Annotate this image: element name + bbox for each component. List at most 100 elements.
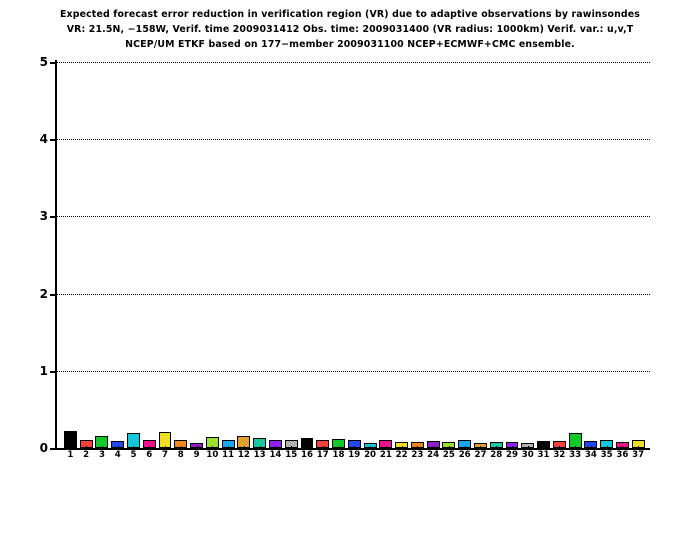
bar (111, 441, 125, 448)
gridline (57, 293, 650, 295)
y-axis-tick-label: 3 (39, 209, 48, 224)
x-axis-tick-label: 25 (442, 450, 455, 460)
plot-area (50, 60, 650, 450)
x-axis-tick-label: 26 (458, 450, 471, 460)
y-axis-tick (50, 139, 57, 142)
bar-series (57, 62, 650, 448)
x-axis-tick-label: 20 (364, 450, 377, 460)
bar (174, 440, 188, 448)
x-axis-tick-label: 31 (537, 450, 550, 460)
x-axis-tick (291, 446, 293, 450)
x-axis-tick-label: 19 (348, 450, 361, 460)
x-axis-tick (70, 446, 72, 450)
x-axis-tick-label: 33 (569, 450, 582, 460)
x-axis-tick-label: 32 (553, 450, 566, 460)
x-axis-tick (228, 446, 230, 450)
y-axis-tick-label: 1 (39, 363, 48, 378)
y-axis-tick-label: 2 (39, 286, 48, 301)
bar (458, 440, 472, 448)
x-axis-tick-label: 1 (67, 450, 74, 460)
y-axis-tick (50, 448, 57, 450)
x-axis-tick-label: 18 (332, 450, 345, 460)
x-axis-tick-label: 8 (177, 450, 184, 460)
x-axis-tick (590, 446, 592, 450)
y-axis-spine (55, 60, 57, 450)
x-axis-tick (322, 446, 324, 450)
chart-title-line-3: NCEP/UM ETKF based on 177−member 2009031… (125, 39, 575, 50)
bar (552, 441, 566, 448)
bar (284, 440, 298, 448)
x-axis-tick (638, 446, 640, 450)
x-axis-tick-label: 24 (427, 450, 440, 460)
bar (521, 442, 535, 448)
x-axis-tick (385, 446, 387, 450)
x-axis-tick (559, 446, 561, 450)
x-axis-tick-label: 27 (474, 450, 487, 460)
x-axis-tick (338, 446, 340, 450)
bar (300, 437, 314, 448)
x-axis-tick-labels: 1 2 3 4 5 6 7 8 9 10 11 12 13 14 15 16 17 18 19 20 21 22 23 24 2… (57, 446, 650, 466)
x-axis-tick-label: 9 (193, 450, 200, 460)
bar (158, 431, 172, 448)
x-axis-tick (212, 446, 214, 450)
bar (347, 440, 361, 448)
bar (79, 440, 93, 448)
x-axis-tick-label: 29 (506, 450, 518, 460)
x-axis-tick (354, 446, 356, 450)
y-axis-tick-label: 0 (39, 441, 48, 455)
x-axis-tick (417, 446, 419, 450)
bar (205, 437, 219, 448)
x-axis-tick (133, 446, 135, 450)
bar (363, 443, 377, 448)
x-axis-tick (101, 446, 103, 450)
x-axis-tick (165, 446, 167, 450)
x-axis-tick-label: 2 (83, 450, 90, 460)
x-axis-tick (448, 446, 450, 450)
y-axis-tick (50, 370, 57, 373)
x-axis-tick (606, 446, 608, 450)
y-axis-tick-label: 4 (39, 132, 48, 147)
gridline (57, 62, 650, 63)
bar (316, 440, 330, 448)
bar (489, 441, 503, 448)
x-axis-tick (512, 446, 513, 450)
x-axis-tick (622, 446, 624, 450)
bar (379, 440, 393, 448)
x-axis-tick (496, 446, 498, 450)
x-axis-tick-label: 5 (130, 450, 137, 460)
x-axis-tick-label: 12 (237, 450, 250, 460)
bar (127, 432, 140, 448)
y-axis-tick (50, 62, 57, 64)
x-axis-tick-label: 13 (253, 450, 266, 460)
bar (142, 439, 156, 448)
x-axis-tick (149, 446, 151, 450)
chart-title-line-1: Expected forecast error reduction in ver… (59, 9, 640, 20)
bar (253, 437, 267, 448)
x-axis-tick (86, 446, 88, 450)
x-axis-tick (527, 446, 529, 450)
x-axis-tick-label: 17 (316, 450, 329, 460)
x-axis-tick-label: 37 (632, 450, 645, 460)
bar (615, 441, 629, 448)
x-axis-tick (543, 446, 545, 450)
bar (268, 440, 282, 448)
bar (442, 441, 456, 448)
bar (395, 441, 409, 448)
x-axis-tick (401, 446, 403, 450)
bar (568, 433, 582, 448)
x-axis-tick (306, 446, 308, 450)
x-axis-tick-label: 10 (206, 450, 219, 460)
x-axis-tick (464, 446, 466, 450)
x-axis-tick-label: 22 (395, 450, 408, 460)
x-axis-tick-label: 11 (222, 450, 235, 460)
chart-title-block: Expected forecast error reduction in ver… (0, 7, 700, 52)
x-axis-tick-label: 3 (98, 450, 105, 460)
bar (473, 442, 487, 448)
x-axis-tick (275, 446, 277, 450)
bar (600, 440, 614, 448)
x-axis-tick-label: 6 (146, 450, 153, 460)
x-axis-tick-label: 30 (521, 450, 534, 460)
x-axis-tick-label: 23 (411, 450, 424, 460)
x-axis-tick (117, 446, 119, 450)
x-axis-tick-label: 4 (114, 450, 121, 460)
